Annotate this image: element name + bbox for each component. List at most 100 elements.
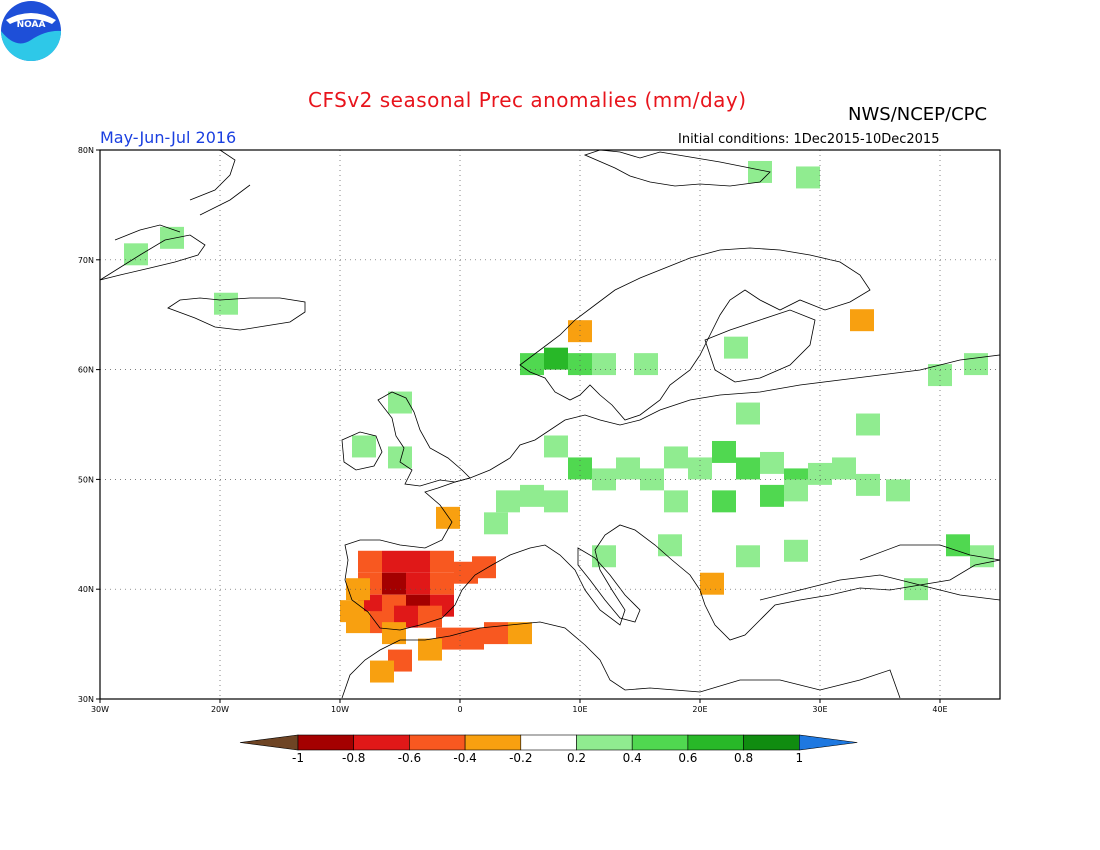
colorbar-segment (297, 734, 355, 751)
colorbar-segment (687, 734, 744, 751)
colorbar-segment (576, 734, 633, 751)
anomaly-cell (856, 473, 880, 496)
colorbar-label: 0.6 (678, 751, 697, 765)
anomaly-cell (736, 457, 760, 480)
coast-finland (704, 309, 816, 383)
noaa-logo-icon: NOAA (1, 1, 61, 61)
colorbar-segment (464, 734, 522, 751)
colorbar-label: -0.8 (342, 751, 365, 765)
colorbar-segment (409, 734, 466, 751)
anomaly-cell (382, 622, 406, 645)
anomaly-cell (700, 572, 724, 595)
colorbar: -1 -0.8 -0.6 -0.4 -0.2 0.2 0.4 0.6 0.8 1 (239, 734, 858, 765)
colorbar-label: -0.2 (509, 751, 532, 765)
anomaly-cell (496, 490, 520, 513)
anomaly-cell (214, 292, 238, 315)
anomaly-cell (964, 353, 988, 376)
anomaly-cell (406, 550, 430, 573)
anomaly-cell (658, 534, 682, 557)
anomaly-cell (664, 446, 688, 469)
agency-label: NWS/NCEP/CPC (848, 104, 988, 125)
anomaly-cell (850, 309, 874, 332)
anomaly-cell (436, 506, 460, 529)
anomaly-cell (544, 490, 568, 513)
anomaly-cell (568, 457, 592, 480)
lat-tick-label: 30N (78, 695, 94, 704)
coast-europe (344, 354, 1001, 641)
anomaly-cell (724, 336, 748, 359)
season-label: May-Jun-Jul 2016 (100, 128, 237, 147)
anomaly-cell (784, 479, 808, 502)
anomaly-cell (856, 413, 880, 436)
anomaly-cell (568, 320, 592, 343)
anomaly-cell (664, 490, 688, 513)
coast-greenland (99, 149, 251, 281)
anomaly-cell (592, 468, 616, 491)
colorbar-segment (631, 734, 689, 751)
lon-tick-label: 0 (457, 705, 462, 714)
lon-tick-label: 30E (812, 705, 827, 714)
anomaly-cell (736, 402, 760, 425)
anomaly-cell (160, 226, 184, 249)
colorbar-segment (353, 734, 410, 751)
anomaly-cell (796, 166, 820, 189)
lat-tick-label: 70N (78, 256, 94, 265)
anomaly-cell (592, 353, 616, 376)
anomaly-cell (352, 435, 376, 458)
anomaly-cell (430, 550, 454, 573)
coast-africa (341, 621, 901, 699)
anomaly-cell (748, 160, 772, 183)
anomaly-cell (382, 550, 406, 573)
lon-tick-label: 40E (932, 705, 947, 714)
lon-tick-label: 20E (692, 705, 707, 714)
anomaly-cell (508, 622, 532, 645)
coastlines (99, 149, 1001, 699)
anomaly-cell (760, 451, 784, 474)
anomaly-cell (712, 440, 736, 463)
anomaly-cell (382, 572, 406, 595)
colorbar-segment (743, 734, 800, 751)
anomaly-cell (736, 545, 760, 568)
anomaly-cell (124, 243, 148, 266)
anomaly-cell (418, 605, 442, 628)
colorbar-label: 1 (795, 751, 803, 765)
coast-ireland (341, 431, 383, 471)
anomaly-cell (484, 622, 508, 645)
anomaly-cell (370, 660, 394, 683)
anomaly-cell (616, 457, 640, 480)
anomaly-cell (472, 556, 496, 579)
anomaly-cell (568, 353, 592, 376)
map-grid (100, 150, 1000, 699)
lat-tick-label: 60N (78, 366, 94, 375)
anomaly-cell (460, 627, 484, 650)
anomaly-cell (886, 479, 910, 502)
colorbar-label: 0.4 (623, 751, 642, 765)
colorbar-label: -0.4 (453, 751, 476, 765)
anomaly-cell (544, 435, 568, 458)
colorbar-low-arrow (239, 734, 299, 751)
map-title: CFSv2 seasonal Prec anomalies (mm/day) (308, 88, 747, 112)
anomaly-cell (970, 545, 994, 568)
map-ticks: 30W 20W 10W 0 10E 20E 30E 40E 30N 40N 50N 60N 70N 80N (78, 146, 948, 714)
colorbar-label: -1 (292, 751, 304, 765)
lon-tick-label: 20W (211, 705, 229, 714)
coast-italy (577, 547, 641, 623)
anomaly-cell (406, 572, 430, 595)
colorbar-segment (520, 734, 577, 751)
anomaly-cell (430, 572, 454, 595)
coast-iceland (167, 297, 306, 331)
anomaly-cell (634, 353, 658, 376)
map-frame (99, 149, 1001, 700)
lon-tick-label: 30W (91, 705, 109, 714)
lon-tick-label: 10E (572, 705, 587, 714)
initial-conditions-label: Initial conditions: 1Dec2015-10Dec2015 (678, 132, 940, 147)
coast-svalbard (583, 149, 771, 187)
anomaly-cells (124, 160, 994, 683)
anomaly-cell (520, 484, 544, 507)
lon-tick-label: 10W (331, 705, 349, 714)
logo-text: NOAA (17, 20, 46, 30)
anomaly-cell (712, 490, 736, 513)
colorbar-label: 0.8 (734, 751, 753, 765)
anomaly-cell (358, 550, 382, 573)
